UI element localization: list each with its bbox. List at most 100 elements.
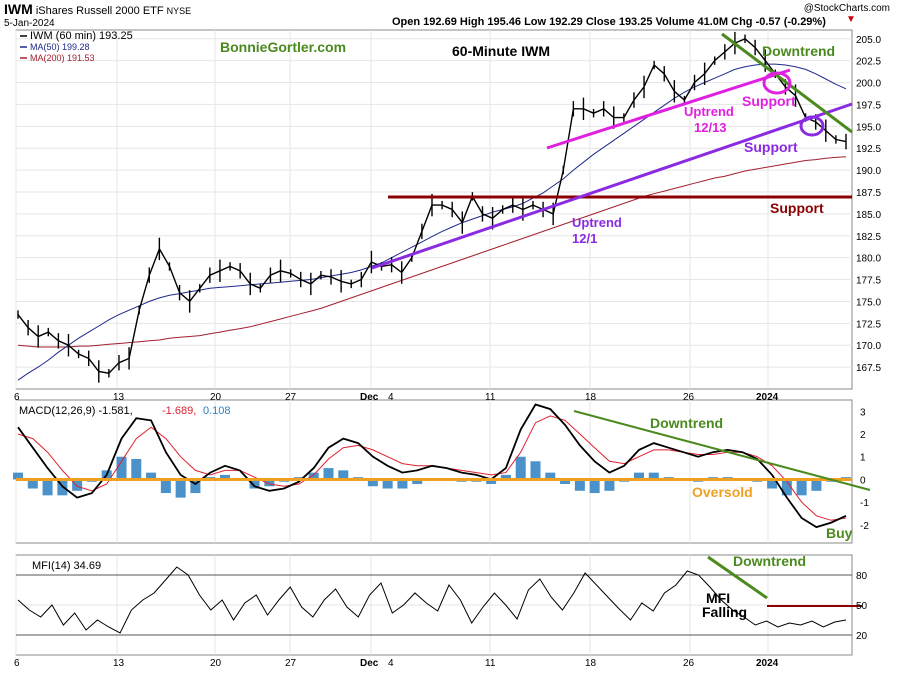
price-annotation: Uptrend bbox=[572, 215, 622, 230]
down-arrow-icon: ▼ bbox=[846, 14, 856, 25]
price-y-tick: 205.0 bbox=[856, 35, 881, 46]
price-y-tick: 190.0 bbox=[856, 166, 881, 177]
macd-y-tick: 0 bbox=[860, 475, 866, 486]
macd-y-tick: 1 bbox=[860, 453, 866, 464]
macd-histogram-bar bbox=[767, 479, 778, 489]
support-circle-pink bbox=[762, 71, 792, 95]
macd-line bbox=[17, 403, 847, 529]
macd-histogram-bar bbox=[412, 479, 423, 484]
mfi-x-tick: 27 bbox=[285, 658, 297, 669]
mfi-x-tick: 6 bbox=[14, 658, 20, 669]
mfi-x-tick: 18 bbox=[585, 658, 597, 669]
mfi-annotation: MFI bbox=[706, 590, 730, 606]
ma200-line bbox=[17, 156, 847, 348]
macd-legend-entry: -1.689, bbox=[162, 405, 196, 417]
price-y-tick: 172.5 bbox=[856, 319, 881, 330]
mfi-x-tick: 4 bbox=[388, 658, 394, 669]
price-legend-entry: MA(50) 199.28 bbox=[30, 42, 90, 52]
price-y-tick: 175.0 bbox=[856, 297, 881, 308]
macd-annotation: Downtrend bbox=[650, 415, 723, 431]
macd-histogram-bar bbox=[796, 479, 807, 496]
support-circle-purple bbox=[799, 115, 825, 137]
macd-histogram-bar bbox=[264, 479, 275, 487]
macd-histogram-bar bbox=[27, 479, 38, 489]
macd-panel bbox=[15, 399, 853, 544]
macd-histogram-bar bbox=[116, 456, 127, 480]
macd-histogram-bar bbox=[367, 479, 378, 487]
macd-histogram-bar bbox=[13, 472, 23, 480]
macd-histogram-bar bbox=[486, 479, 497, 484]
macd-histogram-bar bbox=[397, 479, 408, 489]
uptrend-12-1-line bbox=[371, 102, 853, 270]
price-x-tick: 13 bbox=[113, 392, 125, 403]
price-x-tick: Dec bbox=[360, 392, 379, 403]
macd-annotation: Buy bbox=[826, 525, 853, 541]
price-y-tick: 185.0 bbox=[856, 210, 881, 221]
ohlc-readout: Open 192.69 High 195.46 Low 192.29 Close… bbox=[392, 16, 826, 28]
price-annotation: Uptrend bbox=[684, 104, 734, 119]
macd-histogram-bar bbox=[249, 479, 260, 489]
mfi-line bbox=[17, 566, 847, 634]
macd-histogram-bar bbox=[781, 479, 792, 496]
price-annotation: Support bbox=[742, 93, 796, 109]
price-y-tick: 180.0 bbox=[856, 254, 881, 265]
price-annotation: Downtrend bbox=[762, 43, 835, 59]
mfi-x-tick: 2024 bbox=[756, 658, 779, 669]
macd-histogram-bar bbox=[72, 479, 83, 491]
macd-histogram-bar bbox=[648, 472, 659, 480]
macd-histogram-bar bbox=[190, 479, 201, 494]
mfi-x-tick: Dec bbox=[360, 658, 379, 669]
macd-y-tick: -2 bbox=[860, 521, 869, 532]
macd-histogram-bar bbox=[308, 472, 319, 480]
macd-histogram-bar bbox=[545, 472, 556, 480]
macd-legend-entry: 0.108 bbox=[203, 405, 231, 417]
macd-histogram-bar bbox=[382, 479, 393, 489]
macd-histogram-bar bbox=[634, 472, 644, 480]
mfi-x-tick: 13 bbox=[113, 658, 125, 669]
macd-y-tick: -1 bbox=[860, 498, 869, 509]
downtrend-line bbox=[721, 32, 853, 134]
price-y-tick: 197.5 bbox=[856, 100, 881, 111]
price-y-tick: 170.0 bbox=[856, 341, 881, 352]
macd-y-tick: 3 bbox=[860, 407, 866, 418]
macd-histogram-bar bbox=[574, 479, 585, 491]
ma50-line bbox=[17, 63, 847, 381]
price-legend-entry: IWM (60 min) 193.25 bbox=[30, 30, 133, 42]
macd-histogram-bar bbox=[530, 461, 541, 480]
price-x-tick: 20 bbox=[210, 392, 222, 403]
macd-histogram-bar bbox=[160, 479, 171, 494]
price-x-tick: 18 bbox=[585, 392, 597, 403]
macd-legend-entry: MACD(12,26,9) -1.581, bbox=[19, 405, 133, 417]
watermark-text: BonnieGortler.com bbox=[220, 39, 346, 55]
macd-downtrend-line bbox=[573, 410, 871, 491]
mfi-y-tick: 50 bbox=[856, 601, 868, 612]
price-y-tick: 200.0 bbox=[856, 79, 881, 90]
price-x-tick: 27 bbox=[285, 392, 297, 403]
price-y-tick: 167.5 bbox=[856, 363, 881, 374]
ticker-exchange: NYSE bbox=[166, 6, 192, 16]
macd-histogram-bar bbox=[589, 479, 600, 494]
mfi-y-tick: 20 bbox=[856, 631, 868, 642]
macd-histogram-bar bbox=[131, 459, 142, 480]
price-x-tick: 4 bbox=[388, 392, 394, 403]
mfi-legend-entry: MFI(14) 34.69 bbox=[32, 560, 101, 572]
macd-histogram-bar bbox=[175, 479, 186, 498]
price-y-tick: 192.5 bbox=[856, 144, 881, 155]
ticker-symbol: IWM bbox=[4, 1, 33, 17]
mfi-x-tick: 11 bbox=[485, 658, 496, 669]
macd-histogram-bar bbox=[42, 479, 53, 496]
mfi-downtrend-line bbox=[707, 555, 768, 600]
uptrend-12-13-line bbox=[546, 68, 791, 150]
macd-histogram-bar bbox=[220, 474, 230, 480]
macd-histogram-bar bbox=[338, 470, 349, 480]
chart-title: 60-Minute IWM bbox=[452, 43, 550, 59]
price-annotation: 12/1 bbox=[572, 231, 597, 246]
macd-histogram-bar bbox=[515, 456, 526, 480]
chart-date: 5-Jan-2024 bbox=[4, 18, 55, 29]
price-annotation: Support bbox=[744, 139, 798, 155]
mfi-x-tick: 20 bbox=[210, 658, 222, 669]
price-annotation: 12/13 bbox=[694, 120, 727, 135]
macd-histogram-bar bbox=[323, 468, 334, 480]
copyright: @StockCharts.com bbox=[803, 3, 890, 14]
